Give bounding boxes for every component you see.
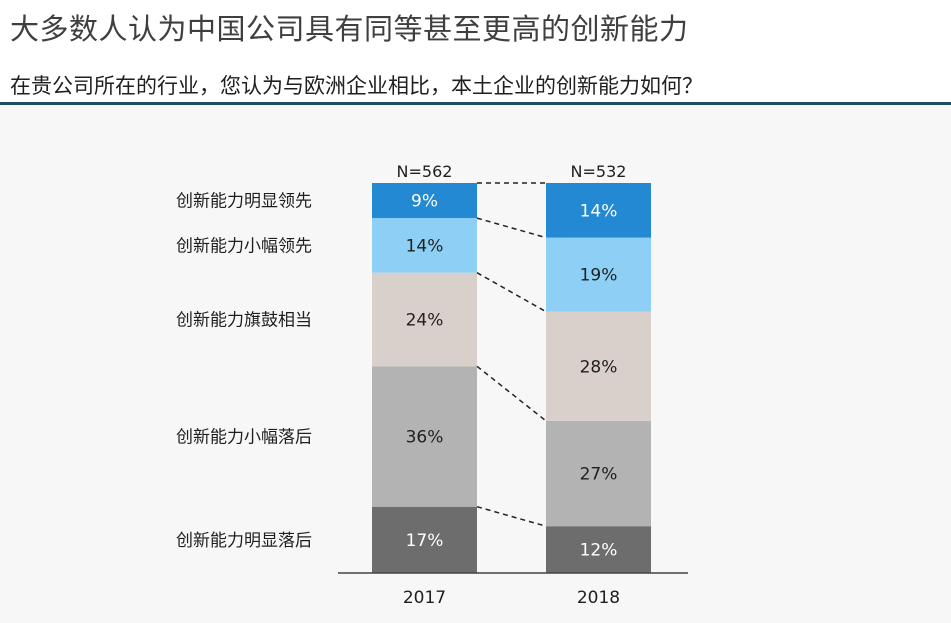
bar-segment: [546, 420, 651, 527]
sample-size-label: N=562: [397, 162, 453, 181]
data-label: 14%: [580, 201, 618, 221]
connector-line: [476, 505, 547, 527]
page-title: 大多数人认为中国公司具有同等甚至更高的创新能力: [10, 12, 689, 46]
legend-label-e5889be696b0e883bde58a9be69797e9bc93e79bb8e5bd93: 创新能力旗鼓相当: [176, 311, 312, 331]
bar-segment: [546, 311, 651, 421]
data-label: 12%: [580, 541, 618, 561]
data-label: 27%: [580, 465, 618, 485]
connector-line: [476, 217, 547, 239]
legend-label-e5889be696b0e883bde58a9be5b08fe5b985e9a286e58588: 创新能力小幅领先: [176, 236, 312, 256]
legend-label-e5889be696b0e883bde58a9be5b08fe5b985e890bde5908e: 创新能力小幅落后: [176, 428, 312, 448]
data-label: 19%: [580, 266, 618, 286]
bar-segment: [372, 506, 477, 573]
bar-segment: [372, 366, 477, 507]
title-divider: [0, 102, 951, 105]
connector-line: [476, 272, 547, 313]
data-label: 14%: [406, 236, 444, 256]
sample-size-label: N=532: [571, 162, 627, 181]
bar-segment: [372, 218, 477, 273]
data-label: 17%: [406, 531, 444, 551]
bar-segment: [372, 272, 477, 367]
x-tick-label-2018: 2018: [577, 588, 620, 608]
legend-label-e5889be696b0e883bde58a9be6988ee698bee890bde5908e: 创新能力明显落后: [176, 531, 312, 551]
data-label: 28%: [580, 357, 618, 377]
data-label: 36%: [406, 428, 444, 448]
legend-label-e5889be696b0e883bde58a9be6988ee698bee9a286e58588: 创新能力明显领先: [176, 192, 312, 212]
data-label: 24%: [406, 311, 444, 331]
bar-segment: [372, 183, 477, 219]
bar-segment: [546, 526, 651, 573]
x-tick-label-2017: 2017: [403, 588, 446, 608]
bar-segment: [546, 237, 651, 312]
data-label: 9%: [411, 192, 438, 212]
connector-line: [476, 365, 547, 422]
bar-segment: [546, 183, 651, 238]
question-subtitle: 在贵公司所在的行业，您认为与欧洲企业相比，本土企业的创新能力如何？: [10, 74, 703, 98]
